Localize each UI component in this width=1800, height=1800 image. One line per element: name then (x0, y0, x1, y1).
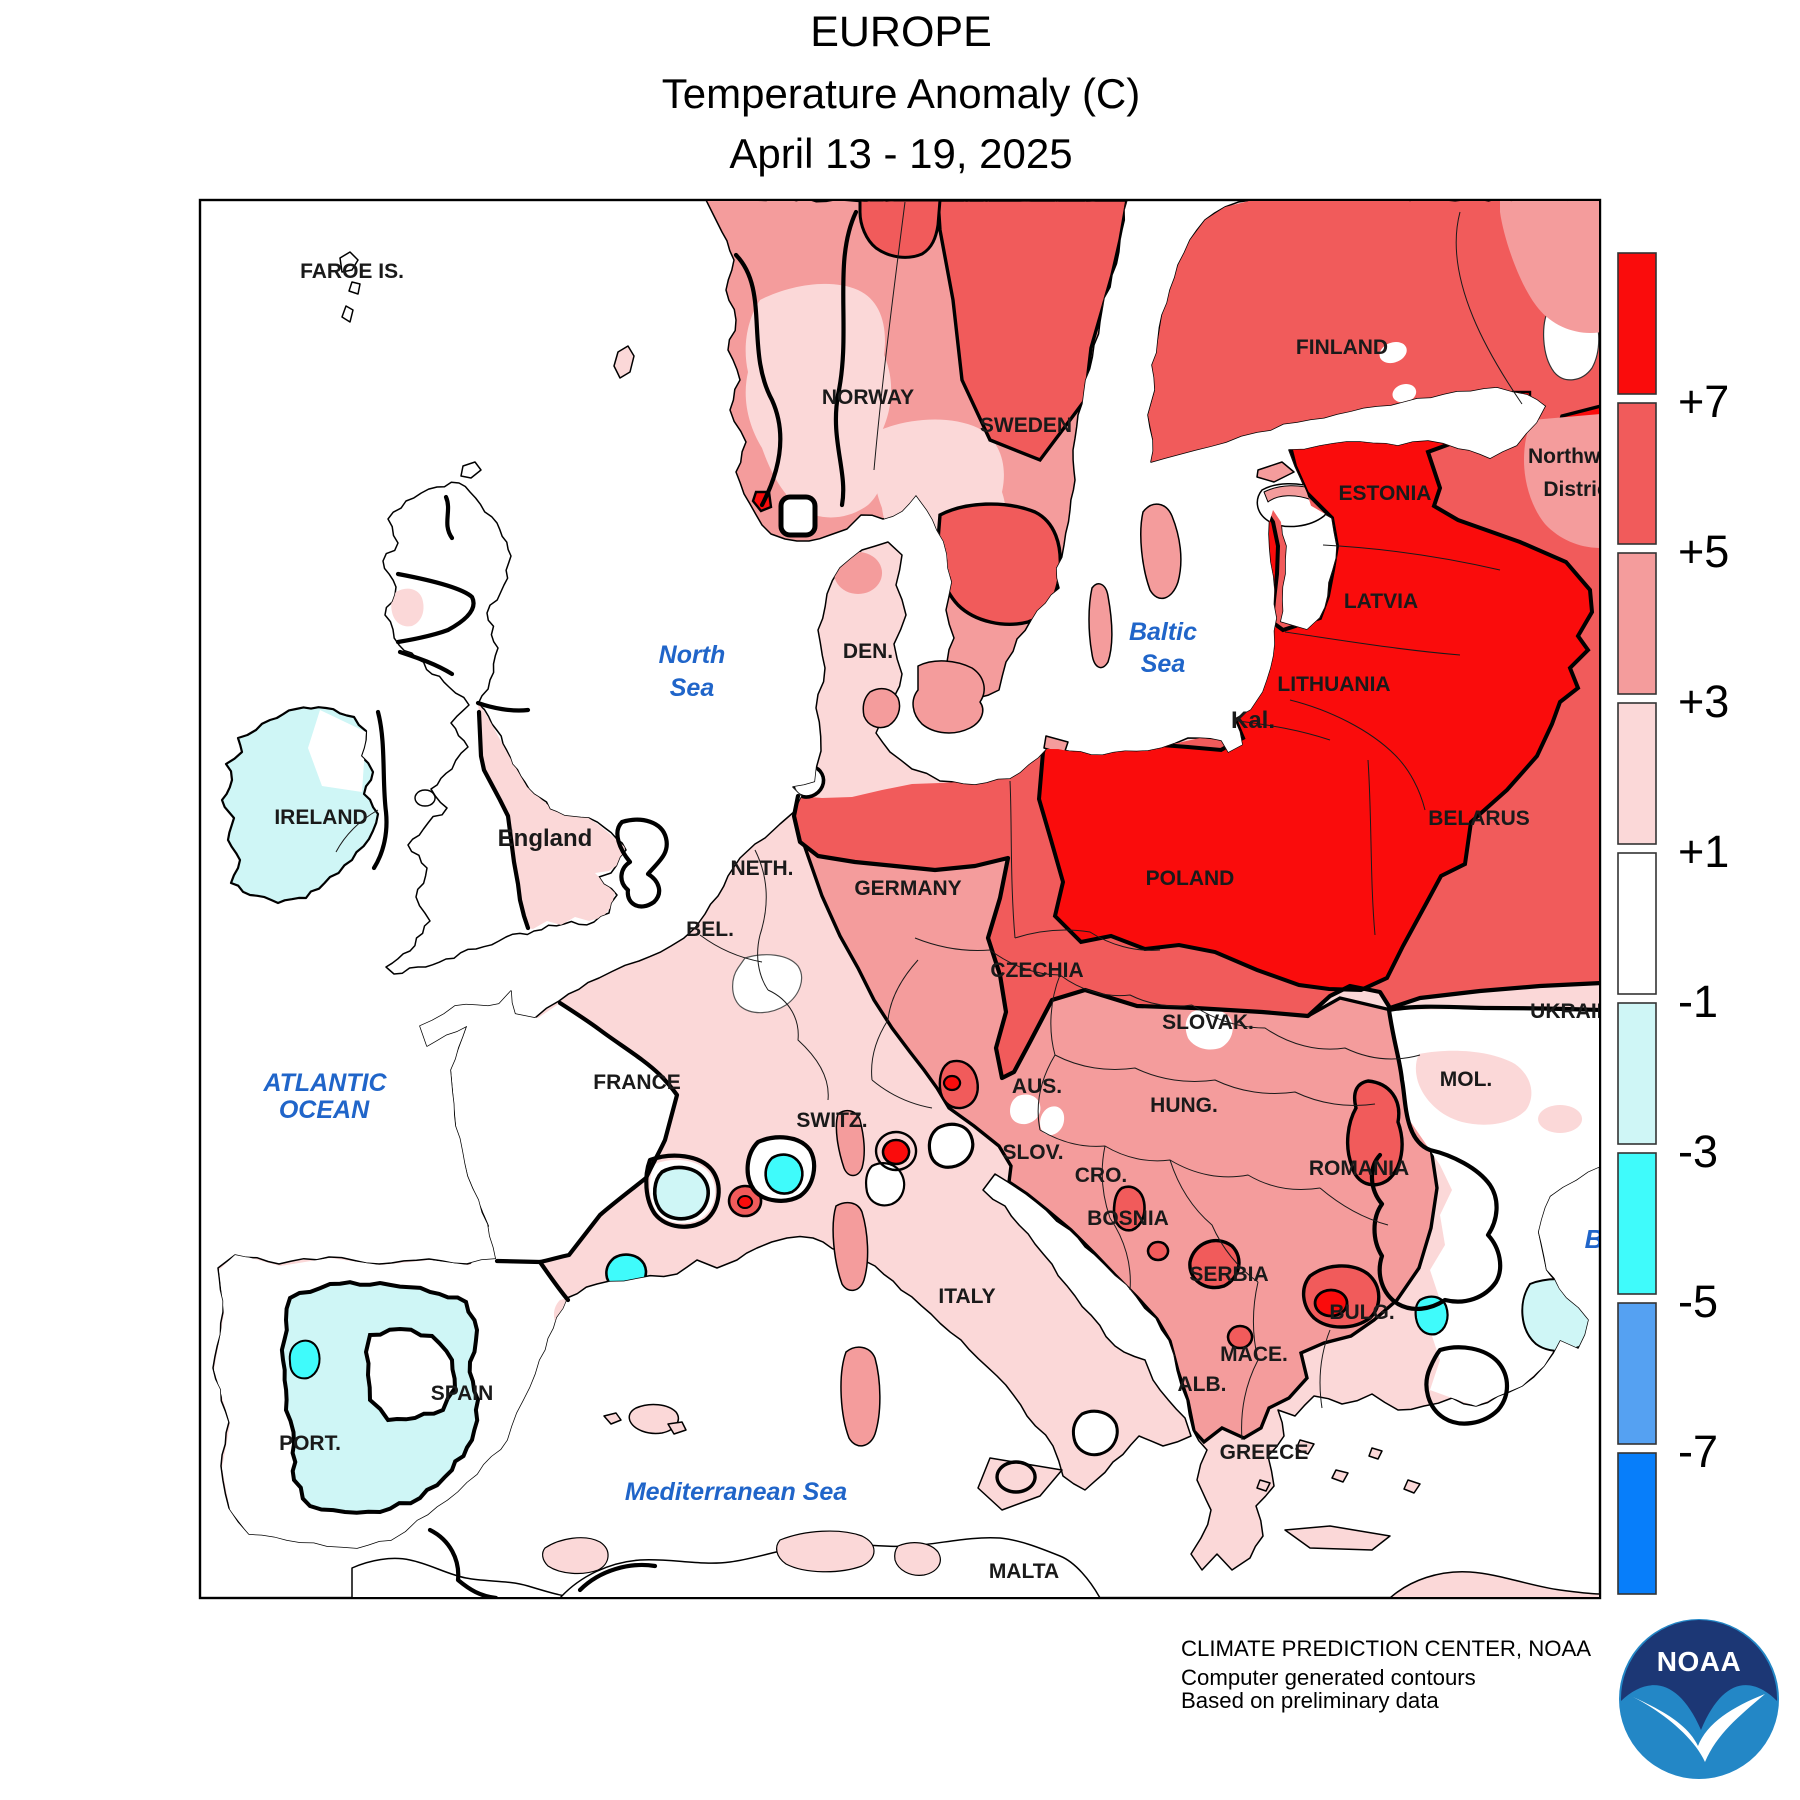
svg-text:England: England (498, 825, 593, 852)
svg-text:ESTONIA: ESTONIA (1339, 482, 1432, 505)
svg-text:FRANCE: FRANCE (593, 1071, 681, 1094)
svg-text:NORWAY: NORWAY (822, 386, 914, 409)
svg-text:NETH.: NETH. (731, 857, 794, 880)
svg-text:+1: +1 (1678, 826, 1729, 877)
svg-text:CZECHIA: CZECHIA (990, 959, 1083, 982)
svg-text:FINLAND: FINLAND (1296, 336, 1388, 359)
svg-text:SLOVAK.: SLOVAK. (1162, 1011, 1254, 1034)
svg-text:BOSNIA: BOSNIA (1087, 1207, 1169, 1230)
svg-text:SERBIA: SERBIA (1189, 1263, 1268, 1286)
svg-text:Sea: Sea (670, 674, 715, 702)
svg-text:SLOV.: SLOV. (1002, 1141, 1063, 1164)
svg-text:BEL.: BEL. (686, 918, 734, 941)
svg-text:+5: +5 (1678, 526, 1729, 577)
svg-text:ATLANTIC: ATLANTIC (262, 1069, 387, 1097)
svg-text:Sea: Sea (1141, 650, 1186, 678)
svg-text:MALTA: MALTA (989, 1560, 1059, 1583)
svg-text:MOL.: MOL. (1440, 1068, 1493, 1091)
svg-text:Kal.: Kal. (1231, 707, 1275, 734)
svg-text:-5: -5 (1678, 1276, 1718, 1327)
svg-text:-1: -1 (1678, 976, 1718, 1027)
svg-text:LATVIA: LATVIA (1344, 590, 1418, 613)
svg-text:GERMANY: GERMANY (854, 877, 961, 900)
svg-text:-3: -3 (1678, 1126, 1718, 1177)
svg-text:BELARUS: BELARUS (1428, 807, 1530, 830)
svg-text:Northwe: Northwe (1528, 445, 1612, 468)
svg-text:BULG.: BULG. (1329, 1301, 1394, 1324)
svg-text:B: B (1585, 1224, 1604, 1254)
svg-text:DEN.: DEN. (843, 640, 893, 663)
svg-text:North: North (659, 641, 726, 669)
svg-text:ITALY: ITALY (938, 1285, 995, 1308)
svg-text:FAROE IS.: FAROE IS. (300, 260, 404, 283)
svg-text:Baltic: Baltic (1129, 618, 1197, 646)
svg-text:SWEDEN: SWEDEN (980, 414, 1072, 437)
svg-text:GREECE: GREECE (1220, 1441, 1309, 1464)
svg-text:Mediterranean Sea: Mediterranean Sea (625, 1478, 847, 1506)
svg-text:+3: +3 (1678, 676, 1729, 727)
svg-text:IRELAND: IRELAND (274, 806, 367, 829)
svg-text:ALB.: ALB. (1178, 1373, 1227, 1396)
svg-text:ROMANIA: ROMANIA (1309, 1157, 1409, 1180)
svg-text:POLAND: POLAND (1146, 867, 1235, 890)
svg-text:SPAIN: SPAIN (431, 1382, 494, 1405)
svg-text:UKRAINE: UKRAINE (1530, 1000, 1626, 1023)
svg-text:HUNG.: HUNG. (1150, 1094, 1218, 1117)
svg-text:NOAA: NOAA (1657, 1646, 1741, 1677)
svg-text:MACE.: MACE. (1220, 1343, 1288, 1366)
svg-text:OCEAN: OCEAN (279, 1096, 370, 1124)
svg-text:LITHUANIA: LITHUANIA (1277, 673, 1390, 696)
svg-text:+7: +7 (1678, 376, 1729, 427)
svg-text:-7: -7 (1678, 1426, 1718, 1477)
svg-text:SWITZ.: SWITZ. (796, 1109, 867, 1132)
svg-text:AUS.: AUS. (1012, 1075, 1062, 1098)
svg-text:CRO.: CRO. (1075, 1164, 1128, 1187)
svg-text:Distric: Distric (1543, 478, 1609, 501)
svg-text:PORT.: PORT. (279, 1432, 341, 1455)
